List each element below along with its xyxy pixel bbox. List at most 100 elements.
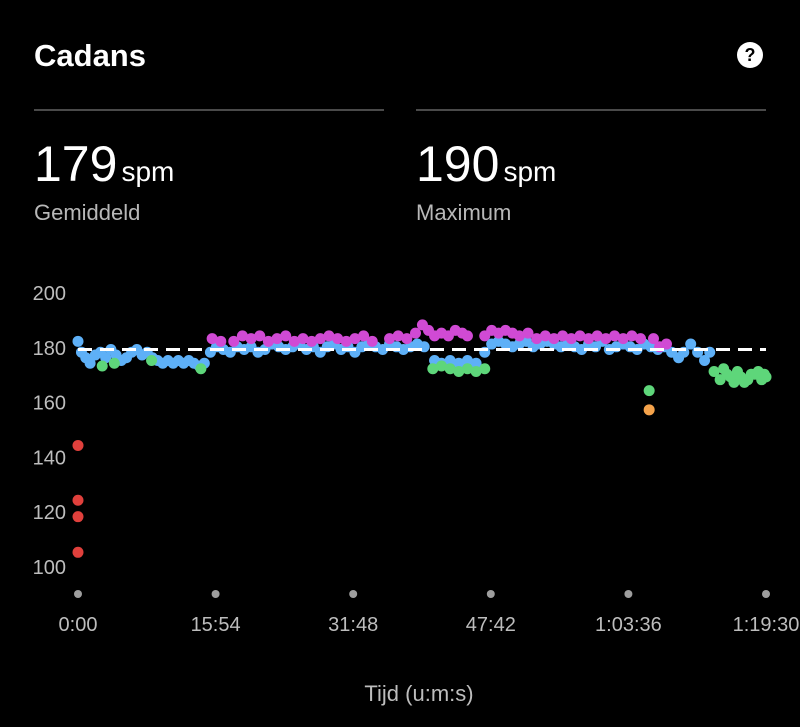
x-tick-dot bbox=[624, 590, 633, 598]
x-tick-label: 31:48 bbox=[328, 614, 378, 636]
data-point-green bbox=[470, 365, 482, 377]
data-point-purple bbox=[647, 333, 659, 345]
x-tick-label: 1:03:36 bbox=[595, 614, 662, 636]
data-point-purple bbox=[539, 330, 551, 342]
data-point-purple bbox=[332, 333, 344, 345]
data-point-green bbox=[427, 363, 439, 375]
average-cadence-value: 179 spm bbox=[34, 136, 174, 200]
data-point-purple bbox=[401, 333, 413, 345]
data-point-purple bbox=[617, 333, 629, 345]
data-point-purple bbox=[271, 333, 283, 345]
x-tick-label: 1:19:30 bbox=[733, 614, 800, 636]
data-point-red bbox=[72, 494, 84, 506]
data-point-purple bbox=[384, 333, 396, 345]
data-point-purple bbox=[410, 327, 422, 339]
data-point-purple bbox=[574, 330, 586, 342]
y-tick-label: 200 bbox=[33, 283, 66, 305]
x-tick-dot bbox=[349, 590, 358, 598]
data-point-purple bbox=[600, 333, 612, 345]
data-point-purple bbox=[306, 335, 318, 347]
y-tick-label: 140 bbox=[33, 447, 66, 469]
data-point-purple bbox=[513, 330, 525, 342]
data-point-green bbox=[643, 385, 655, 397]
data-point-purple bbox=[635, 333, 647, 345]
data-point-red bbox=[72, 511, 84, 523]
data-point-purple bbox=[206, 333, 218, 345]
data-point-purple bbox=[531, 333, 543, 345]
data-point-blue bbox=[84, 357, 96, 369]
average-cadence-number: 179 bbox=[34, 136, 118, 192]
y-tick-label: 120 bbox=[33, 502, 66, 524]
data-point-green bbox=[758, 368, 770, 380]
data-point-blue bbox=[72, 335, 84, 347]
data-point-green bbox=[718, 363, 730, 375]
data-point-purple bbox=[366, 335, 378, 347]
max-cadence-value: 190 spm bbox=[416, 136, 556, 200]
data-point-green bbox=[435, 360, 447, 372]
data-point-green bbox=[461, 363, 473, 375]
x-axis-title: Tijd (u:m:s) bbox=[364, 681, 474, 706]
x-tick-dot bbox=[762, 590, 770, 598]
data-point-purple bbox=[565, 333, 577, 345]
average-cadence-label: Gemiddeld bbox=[34, 200, 141, 225]
cadence-chart[interactable]: 100 120 140 160 180 200 0:00 15:54 31:48 47:42 1:0… bbox=[0, 0, 800, 680]
data-point-purple bbox=[254, 330, 266, 342]
data-point-purple bbox=[358, 330, 370, 342]
average-cadence-unit: spm bbox=[121, 156, 175, 187]
data-point-blue bbox=[453, 357, 465, 369]
x-tick-dot bbox=[74, 590, 82, 598]
data-point-purple bbox=[349, 333, 361, 345]
data-point-purple bbox=[591, 330, 603, 342]
data-point-purple bbox=[461, 330, 473, 342]
data-point-purple bbox=[548, 333, 560, 345]
data-point-green bbox=[453, 365, 465, 377]
data-point-green bbox=[108, 357, 120, 369]
data-point-blue bbox=[685, 338, 697, 350]
data-point-blue bbox=[470, 357, 482, 369]
data-point-purple bbox=[323, 330, 335, 342]
data-point-purple bbox=[280, 330, 292, 342]
data-point-purple bbox=[228, 335, 240, 347]
y-tick-label: 100 bbox=[33, 557, 66, 579]
x-tick-dot bbox=[486, 590, 495, 598]
data-point-purple bbox=[626, 330, 638, 342]
svg-text:?: ? bbox=[745, 45, 756, 65]
x-tick-dot bbox=[211, 590, 220, 598]
data-point-blue bbox=[444, 355, 456, 366]
divider-left bbox=[34, 109, 384, 111]
data-point-purple bbox=[215, 335, 227, 347]
data-point-orange bbox=[643, 404, 655, 416]
data-point-red bbox=[72, 546, 84, 558]
data-point-green bbox=[195, 363, 207, 375]
x-tick-label: 0:00 bbox=[59, 614, 98, 636]
data-point-green bbox=[146, 355, 158, 366]
data-point-purple bbox=[236, 330, 248, 342]
data-point-red bbox=[72, 439, 84, 451]
data-point-purple bbox=[522, 327, 534, 339]
y-tick-label: 180 bbox=[33, 338, 66, 360]
data-point-purple bbox=[583, 333, 595, 345]
data-point-purple bbox=[660, 338, 672, 350]
page-title: Cadans bbox=[34, 38, 146, 73]
data-point-green bbox=[96, 360, 108, 372]
max-cadence-number: 190 bbox=[416, 136, 500, 192]
data-point-blue bbox=[461, 355, 473, 366]
data-point-purple bbox=[245, 333, 257, 345]
data-point-green bbox=[738, 376, 750, 388]
data-point-purple bbox=[314, 333, 326, 345]
data-point-purple bbox=[392, 330, 404, 342]
x-tick-label: 15:54 bbox=[191, 614, 241, 636]
data-point-purple bbox=[340, 335, 352, 347]
data-point-green bbox=[731, 365, 743, 377]
data-point-blue bbox=[100, 352, 112, 364]
data-point-purple bbox=[288, 335, 300, 347]
data-point-green bbox=[708, 365, 720, 377]
data-point-green bbox=[479, 363, 491, 375]
y-tick-label: 160 bbox=[33, 393, 66, 415]
max-cadence-unit: spm bbox=[503, 156, 557, 187]
data-point-purple bbox=[557, 330, 569, 342]
data-point-green bbox=[444, 363, 456, 375]
help-icon[interactable]: ? bbox=[736, 41, 764, 69]
data-point-blue bbox=[699, 355, 711, 366]
max-cadence-label: Maximum bbox=[416, 200, 512, 225]
